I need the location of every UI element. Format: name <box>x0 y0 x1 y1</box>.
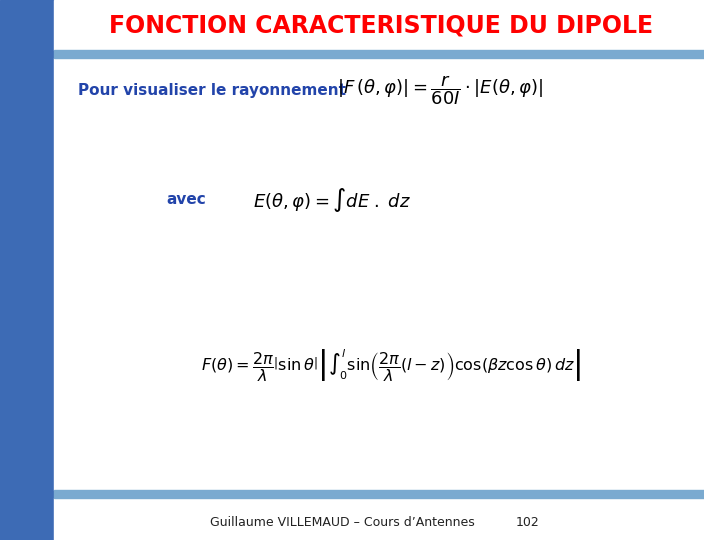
Text: $\left|F\,(\theta,\varphi)\right| = \dfrac{r}{60I} \cdot \left|E(\theta,\varphi): $\left|F\,(\theta,\varphi)\right| = \dfr… <box>337 73 543 107</box>
Bar <box>54 498 703 540</box>
Text: $E(\theta,\varphi) = \int dE\;.\;dz$: $E(\theta,\varphi) = \int dE\;.\;dz$ <box>253 186 411 214</box>
Text: FONCTION CARACTERISTIQUE DU DIPOLE: FONCTION CARACTERISTIQUE DU DIPOLE <box>109 13 653 37</box>
Text: Guillaume VILLEMAUD – Cours d’Antennes: Guillaume VILLEMAUD – Cours d’Antennes <box>210 516 474 529</box>
Bar <box>54 50 703 58</box>
Text: avec: avec <box>166 192 206 207</box>
Bar <box>54 58 703 490</box>
Bar <box>54 0 703 50</box>
Bar <box>54 490 703 498</box>
Text: 102: 102 <box>516 516 540 529</box>
Text: Pour visualiser le rayonnement: Pour visualiser le rayonnement <box>78 83 346 98</box>
Bar <box>0 0 54 540</box>
Text: $F(\theta) = \dfrac{2\pi}{\lambda}\left|\sin\theta\right|\left|\int_0^{l}\sin\!\: $F(\theta) = \dfrac{2\pi}{\lambda}\left|… <box>201 347 581 383</box>
